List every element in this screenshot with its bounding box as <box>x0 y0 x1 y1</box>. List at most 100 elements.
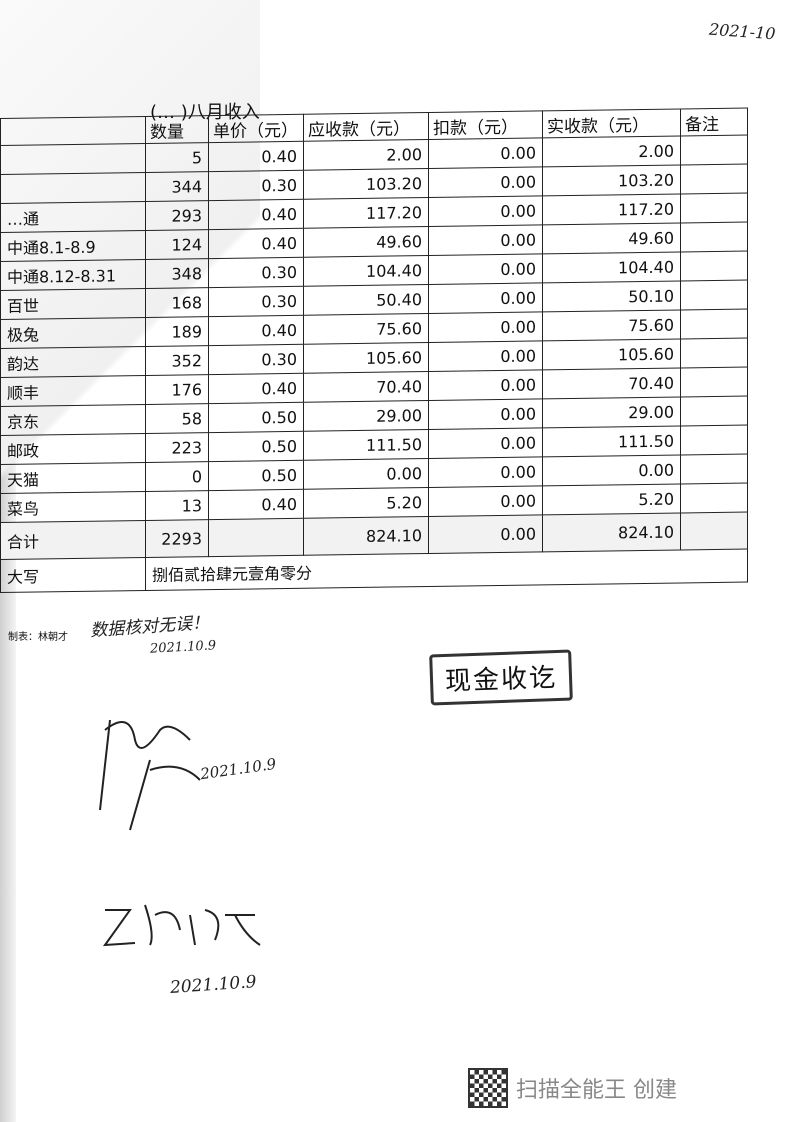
cell-actual: 75.60 <box>542 309 681 341</box>
cell-name: …通 <box>0 201 146 233</box>
cell-name: 百世 <box>0 288 146 320</box>
cell-due: 0.00 <box>303 458 429 490</box>
cell-name: 中通8.12-8.31 <box>0 259 146 291</box>
signature-2-date: 2021.10.9 <box>169 972 258 998</box>
capital-label: 大写 <box>0 557 146 593</box>
cell-name <box>0 143 146 175</box>
cell-qty: 189 <box>145 316 209 347</box>
cell-deduct: 0.00 <box>428 224 543 256</box>
total-notes <box>680 512 748 550</box>
cell-due: 49.60 <box>303 226 429 258</box>
cell-actual: 111.50 <box>542 425 681 457</box>
cell-qty: 58 <box>145 403 209 434</box>
page-curl <box>0 0 260 600</box>
cell-actual: 105.60 <box>542 338 681 370</box>
cell-price: 0.50 <box>208 402 304 433</box>
qr-code-icon <box>468 1068 508 1108</box>
cell-due: 117.20 <box>303 197 429 229</box>
cell-deduct: 0.00 <box>428 166 543 198</box>
cell-price: 0.40 <box>208 489 304 520</box>
cell-price: 0.30 <box>208 170 304 201</box>
cell-price: 0.50 <box>208 460 304 491</box>
cell-deduct: 0.00 <box>428 485 543 517</box>
cell-deduct: 0.00 <box>428 398 543 430</box>
cell-qty: 223 <box>145 432 209 463</box>
cell-notes <box>680 222 748 252</box>
cell-due: 111.50 <box>303 429 429 461</box>
total-qty: 2293 <box>145 519 209 558</box>
cell-name: 邮政 <box>0 433 146 465</box>
cell-qty: 0 <box>145 461 209 492</box>
cell-notes <box>680 454 748 484</box>
col-due: 应收款（元） <box>303 112 429 142</box>
total-actual: 824.10 <box>542 512 681 552</box>
cell-price: 0.50 <box>208 431 304 462</box>
cell-price: 0.30 <box>208 286 304 317</box>
cell-actual: 29.00 <box>542 396 681 428</box>
cell-due: 104.40 <box>303 255 429 287</box>
cell-due: 105.60 <box>303 342 429 374</box>
cell-due: 5.20 <box>303 487 429 519</box>
cell-notes <box>680 309 748 339</box>
cell-name: 顺丰 <box>0 375 146 407</box>
handwritten-note-date: 2021.10.9 <box>149 638 217 657</box>
table-maker: 制表：林朝才 <box>8 632 68 643</box>
cell-notes <box>680 251 748 281</box>
watermark-text: 扫描全能王 创建 <box>516 1078 677 1103</box>
col-price: 单价（元） <box>208 114 304 143</box>
cell-notes <box>680 367 748 397</box>
cell-qty: 5 <box>145 142 209 173</box>
cell-name: 极兔 <box>0 317 146 349</box>
cell-actual: 104.40 <box>542 251 681 283</box>
cell-notes <box>680 396 748 426</box>
cell-actual: 50.10 <box>542 280 681 312</box>
col-deduct: 扣款（元） <box>428 110 543 140</box>
top-date-note: 2021-10 <box>707 19 776 44</box>
cell-due: 75.60 <box>303 313 429 345</box>
cell-price: 0.40 <box>208 141 304 172</box>
handwritten-note: 数据核对无误！ <box>89 612 210 642</box>
signature-1 <box>99 719 201 831</box>
cell-notes <box>680 193 748 223</box>
cell-actual: 2.00 <box>542 135 681 167</box>
cell-qty: 168 <box>145 287 209 318</box>
cell-notes <box>680 164 748 194</box>
cell-actual: 0.00 <box>542 454 681 486</box>
cell-qty: 344 <box>145 171 209 202</box>
cell-deduct: 0.00 <box>428 456 543 488</box>
cell-deduct: 0.00 <box>428 282 543 314</box>
cell-due: 50.40 <box>303 284 429 316</box>
income-table: 数量 单价（元） 应收款（元） 扣款（元） 实收款（元） 备注 5 0.40 2.0… <box>0 108 748 593</box>
cell-name: 中通8.1-8.9 <box>0 230 146 262</box>
cell-price: 0.30 <box>208 344 304 375</box>
cell-deduct: 0.00 <box>428 253 543 285</box>
cell-due: 29.00 <box>303 400 429 432</box>
col-qty: 数量 <box>145 115 209 144</box>
cell-price: 0.30 <box>208 257 304 288</box>
cell-qty: 352 <box>145 345 209 376</box>
cell-notes <box>680 483 748 513</box>
cell-price: 0.40 <box>208 228 304 259</box>
cell-notes <box>680 338 748 368</box>
cell-due: 70.40 <box>303 371 429 403</box>
capital-value: 捌佰贰拾肆元壹角零分 <box>145 549 748 591</box>
cell-deduct: 0.00 <box>428 195 543 227</box>
cell-name: 京东 <box>0 404 146 436</box>
total-deduct: 0.00 <box>428 514 543 554</box>
cell-actual: 70.40 <box>542 367 681 399</box>
cell-due: 2.00 <box>303 139 429 171</box>
cell-qty: 13 <box>145 490 209 521</box>
cell-deduct: 0.00 <box>428 340 543 372</box>
signature-2 <box>102 904 261 947</box>
cell-name <box>0 172 146 204</box>
cell-deduct: 0.00 <box>428 369 543 401</box>
total-price <box>208 518 304 557</box>
total-label: 合计 <box>0 520 146 560</box>
cell-notes <box>680 135 748 165</box>
cell-notes <box>680 280 748 310</box>
cell-notes <box>680 425 748 455</box>
cell-qty: 176 <box>145 374 209 405</box>
cash-received-stamp: 现金收讫 <box>429 649 573 706</box>
cell-name: 韵达 <box>0 346 146 378</box>
cell-price: 0.40 <box>208 199 304 230</box>
